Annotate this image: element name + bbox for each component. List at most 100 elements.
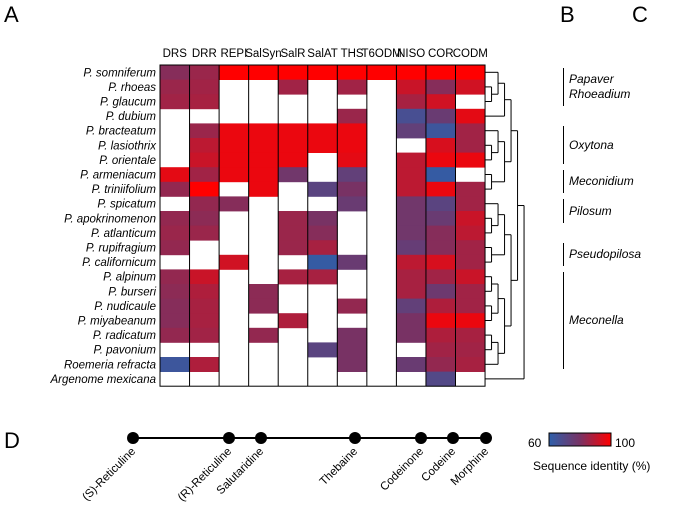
- heatmap-cell: [455, 327, 486, 343]
- heatmap-cell: [189, 298, 220, 314]
- heatmap-cell: [160, 167, 190, 183]
- heatmap-cell: [337, 298, 368, 314]
- heatmap-cell: [219, 254, 250, 270]
- heatmap-cell: [396, 65, 427, 80]
- heatmap-cell: [396, 167, 427, 183]
- column-header: DRS: [163, 48, 188, 60]
- row-label: P. lasiothrix: [98, 140, 157, 152]
- heatmap-cell: [160, 65, 190, 80]
- panel-label-a: A: [4, 2, 19, 27]
- clade-name-line2: Rhoeadium: [569, 86, 631, 101]
- colorbar: [548, 432, 612, 447]
- heatmap-cell: [219, 65, 250, 80]
- pathway-label: Codeinone: [378, 446, 426, 494]
- heatmap-cell: [425, 357, 456, 372]
- pathway-label: Thebaine: [318, 446, 360, 488]
- panel-label-c: C: [632, 2, 648, 27]
- heatmap-cell: [278, 138, 309, 153]
- heatmap-cell: [307, 123, 338, 139]
- heatmap-cell: [455, 108, 486, 124]
- heatmap-cell: [455, 284, 486, 299]
- heatmap-cell: [337, 342, 368, 358]
- heatmap-cell: [307, 225, 338, 241]
- heatmap-cell: [160, 211, 190, 226]
- column-header: SalSyn: [245, 48, 281, 60]
- heatmap-cell: [160, 269, 190, 285]
- row-label: P. spicatum: [97, 199, 156, 211]
- row-label: P. somniferum: [83, 67, 156, 79]
- heatmap-cell: [396, 269, 427, 285]
- heatmap-cell: [396, 181, 427, 197]
- heatmap-cell: [160, 181, 190, 197]
- colorbar-title: Sequence identity (%): [533, 459, 651, 473]
- heatmap-cell: [248, 167, 279, 183]
- pathway-label: (R)-Reticuline: [176, 446, 234, 504]
- heatmap-cell: [425, 342, 456, 358]
- clade-label: Papaver Rhoeadium: [569, 72, 630, 102]
- row-label: P. atlanticum: [91, 228, 156, 240]
- heatmap-cell: [189, 181, 220, 197]
- heatmap-cell: [160, 284, 190, 299]
- column-header: SalAT: [307, 48, 337, 60]
- row-label: P. rupifragium: [86, 243, 157, 255]
- heatmap-cell: [189, 357, 220, 372]
- heatmap-cell: [455, 181, 486, 197]
- heatmap-cell: [425, 79, 456, 95]
- heatmap-cell: [160, 79, 190, 95]
- panel-label-d: D: [4, 428, 20, 453]
- clade-label: Meconidium: [569, 174, 634, 189]
- heatmap-cell: [248, 181, 279, 197]
- column-header: THS: [341, 48, 364, 60]
- heatmap-cell: [337, 357, 368, 372]
- row-label: P. armeniacum: [80, 170, 156, 182]
- heatmap-cell: [307, 269, 338, 285]
- heatmap-cell: [189, 167, 220, 183]
- heatmap-cell: [307, 138, 338, 153]
- heatmap-cell: [189, 65, 220, 80]
- clade-label: Meconella: [569, 313, 624, 328]
- heatmap-cell: [219, 167, 250, 183]
- clade-label: Pseudopilosa: [569, 247, 641, 262]
- heatmap-cell: [455, 298, 486, 314]
- heatmap-cell: [337, 167, 368, 183]
- heatmap-cell: [425, 123, 456, 139]
- heatmap-cell: [425, 108, 456, 124]
- clade-label: Pilosum: [569, 204, 612, 219]
- heatmap-cell: [455, 138, 486, 153]
- heatmap-cell: [455, 196, 486, 212]
- row-label: Argenome mexicana: [50, 374, 156, 386]
- heatmap-cell: [396, 108, 427, 124]
- clade-bracket: [563, 68, 564, 106]
- row-label: P. triniifolium: [92, 184, 157, 196]
- heatmap-cell: [160, 94, 190, 110]
- heatmap-cell: [455, 123, 486, 139]
- heatmap-cell: [337, 254, 368, 270]
- row-label: P. nudicaule: [94, 301, 156, 313]
- heatmap-cell: [248, 65, 279, 80]
- clade-name: Meconella: [569, 313, 624, 327]
- heatmap-cell: [248, 152, 279, 168]
- clade-bracket: [563, 243, 564, 267]
- heatmap-cell: [248, 284, 279, 299]
- heatmap-cell: [278, 240, 309, 256]
- heatmap-cell: [307, 254, 338, 270]
- heatmap-cell: [396, 313, 427, 329]
- heatmap-cell: [396, 152, 427, 168]
- heatmap-cell: [337, 79, 368, 95]
- heatmap-cell: [189, 138, 220, 153]
- heatmap-cell: [307, 240, 338, 256]
- pathway-node: [415, 432, 427, 444]
- heatmap-cell: [425, 138, 456, 153]
- row-label: P. apokrinomenon: [64, 213, 156, 225]
- heatmap-cell: [278, 152, 309, 168]
- row-label: P. californicum: [82, 257, 156, 269]
- heatmap-cell: [248, 327, 279, 343]
- colorbar-min-label: 60: [528, 436, 542, 450]
- heatmap-cell: [425, 254, 456, 270]
- heatmap-cell: [396, 196, 427, 212]
- heatmap-cell: [219, 196, 250, 212]
- heatmap-cell: [248, 138, 279, 153]
- heatmap-cell: [337, 138, 368, 153]
